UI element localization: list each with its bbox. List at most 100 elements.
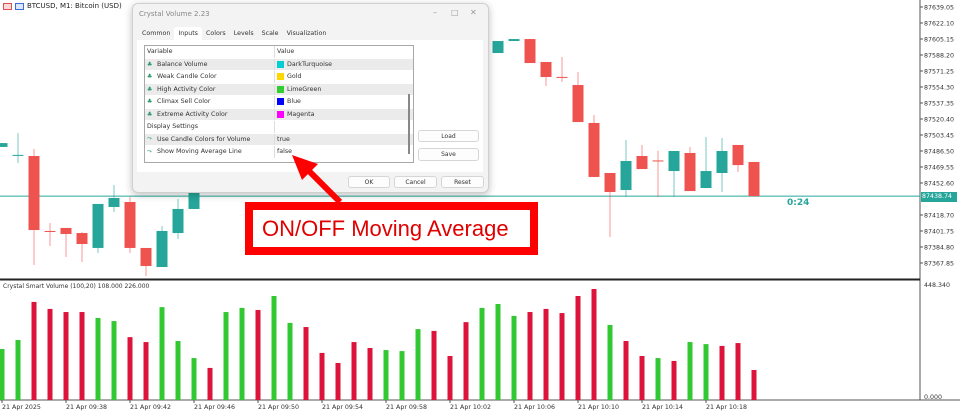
volume-bar — [655, 358, 661, 400]
table-row[interactable]: ♣ High Activity Color LimeGreen — [145, 83, 413, 96]
load-button[interactable]: Load — [418, 130, 479, 142]
volume-bar — [79, 312, 85, 400]
price-tick-label: 87384.80 — [924, 245, 954, 252]
price-tick-label: 87622.10 — [924, 21, 954, 28]
time-tick-label: 21 Apr 09:50 — [258, 404, 299, 411]
time-tick-label: 21 Apr 2025 — [2, 404, 41, 411]
bear-candle — [124, 201, 136, 248]
value-label: false — [277, 148, 292, 156]
reset-button[interactable]: Reset — [441, 176, 484, 188]
variable-label: Climax Sell Color — [157, 98, 211, 106]
bull-candle — [92, 203, 104, 248]
price-tick-label: 87588.20 — [924, 53, 954, 60]
tab-visualization[interactable]: Visualization — [286, 30, 327, 37]
tab-levels[interactable]: Levels — [233, 30, 254, 37]
variable-cell: ♣ High Activity Color — [145, 83, 275, 95]
volume-bar — [447, 356, 453, 400]
chart-menu-icon[interactable] — [3, 2, 12, 10]
volume-bar — [591, 289, 597, 400]
volume-bar — [319, 352, 325, 400]
bull-candle — [188, 183, 200, 209]
price-tick-label: 87486.50 — [924, 149, 954, 156]
color-param-icon: ♣ — [147, 110, 153, 118]
volume-bar — [703, 344, 709, 400]
cancel-button[interactable]: Cancel — [394, 176, 437, 188]
volume-bar — [575, 295, 581, 400]
value-cell[interactable]: Magenta — [275, 109, 413, 121]
bear-candle — [652, 160, 664, 162]
time-tick-label: 21 Apr 09:38 — [66, 404, 107, 411]
volume-bar — [415, 329, 421, 400]
volume-min-label: 0.000 — [924, 394, 942, 401]
volume-bar — [719, 345, 725, 400]
tab-colors[interactable]: Colors — [205, 30, 226, 37]
value-cell[interactable]: true — [275, 134, 413, 146]
bull-candle — [492, 41, 504, 54]
table-row[interactable]: ♣ Climax Sell Color Blue — [145, 96, 413, 109]
maximize-icon[interactable]: □ — [451, 8, 459, 17]
volume-bar — [511, 315, 517, 400]
tab-common[interactable]: Common — [142, 30, 171, 37]
annotation-text: ON/OFF Moving Average — [262, 216, 509, 241]
table-row[interactable]: Display Settings — [145, 121, 413, 134]
table-row[interactable]: ♣ Extreme Activity Color Magenta — [145, 108, 413, 121]
ok-button[interactable]: OK — [348, 176, 390, 188]
bear-candle — [588, 122, 600, 177]
bear-candle — [732, 144, 744, 166]
value-cell[interactable]: Gold — [275, 71, 413, 83]
table-row[interactable]: ♣ Balance Volume DarkTurquoise — [145, 58, 413, 71]
volume-bar — [383, 350, 389, 400]
volume-bar — [271, 295, 277, 400]
variable-cell: ⤳ Show Moving Average Line — [145, 146, 275, 158]
table-row[interactable]: ⤳ Use Candle Colors for Volume true — [145, 133, 413, 146]
indicator-properties-dialog: Crystal Volume 2.23 – □ ✕ Common Inputs Co… — [132, 3, 489, 193]
price-tick-label: 87605.15 — [924, 37, 954, 44]
bull-candle — [716, 151, 728, 174]
volume-bar — [303, 327, 309, 400]
variable-label: Display Settings — [147, 123, 199, 131]
close-icon[interactable]: ✕ — [470, 8, 477, 17]
value-cell[interactable]: LimeGreen — [275, 84, 413, 96]
time-tick-label: 21 Apr 10:10 — [578, 404, 619, 411]
value-label: Blue — [287, 98, 301, 106]
time-tick-label: 21 Apr 10:14 — [642, 404, 683, 411]
color-param-icon: ♣ — [147, 60, 153, 68]
symbol-label: BTCUSD, M1: Bitcoin (USD) — [27, 2, 122, 10]
save-button[interactable]: Save — [418, 148, 479, 161]
value-cell[interactable]: DarkTurquoise — [275, 59, 413, 71]
value-label: LimeGreen — [287, 85, 322, 93]
table-row[interactable]: ⤳ Show Moving Average Line false — [145, 146, 413, 159]
bull-candle — [0, 143, 8, 147]
bull-candle — [700, 171, 712, 189]
tab-scale[interactable]: Scale — [261, 30, 279, 37]
bear-candle — [44, 230, 56, 232]
table-row[interactable]: ♣ Weak Candle Color Gold — [145, 71, 413, 84]
time-tick-label: 21 Apr 09:58 — [386, 404, 427, 411]
minimize-icon[interactable]: – — [433, 8, 437, 17]
bear-candle — [636, 156, 648, 170]
scrollbar[interactable] — [408, 94, 410, 154]
value-cell[interactable] — [275, 121, 413, 133]
value-cell[interactable]: Blue — [275, 96, 413, 108]
variable-cell: ♣ Weak Candle Color — [145, 71, 275, 83]
volume-bar — [63, 312, 69, 400]
value-label: true — [277, 135, 290, 143]
bar-timer: 0:24 — [787, 198, 810, 208]
volume-bar — [527, 312, 533, 400]
variable-cell: ♣ Climax Sell Color — [145, 96, 275, 108]
value-cell[interactable]: false — [275, 146, 413, 158]
volume-bar — [495, 304, 501, 400]
tab-inputs[interactable]: Inputs — [174, 27, 202, 40]
bool-param-icon: ⤳ — [147, 147, 152, 155]
volume-bar — [543, 308, 549, 400]
volume-bar — [751, 369, 757, 400]
volume-bar — [191, 358, 197, 400]
price-tick-label: 87469.55 — [924, 165, 954, 172]
bear-candle — [604, 173, 616, 192]
variable-label: High Activity Color — [157, 85, 216, 93]
price-tick-label: 87401.75 — [924, 229, 954, 236]
indicator-title: Crystal Smart Volume (100,20) 108.000 22… — [3, 283, 150, 290]
dialog-tabs: Common Inputs Colors Levels Scale Visualizati… — [138, 27, 330, 40]
volume-bar — [479, 307, 485, 400]
